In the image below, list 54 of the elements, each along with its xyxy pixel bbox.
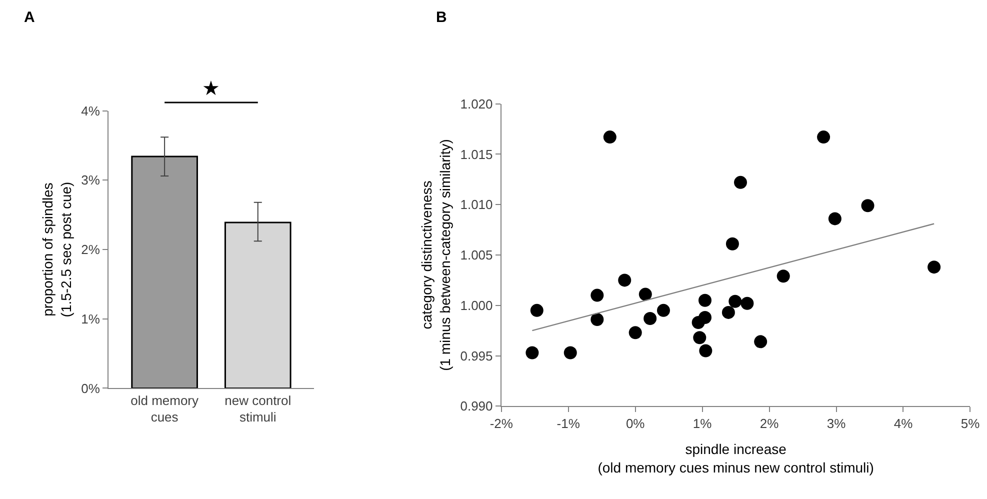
y-tick-label: 1% (81, 311, 100, 326)
y-tick-label: 0% (81, 380, 100, 396)
point (754, 335, 768, 348)
point (590, 288, 604, 302)
point (564, 346, 577, 360)
point (638, 288, 652, 301)
y-tick-label: 1.005 (460, 248, 493, 263)
x-tick-label: 4% (894, 416, 914, 431)
point (776, 270, 790, 283)
point (590, 313, 604, 326)
point (728, 294, 742, 308)
x-axis-title: spindle increase (old memory cues minus new control stimuli) (598, 441, 874, 476)
y-tick-label: 1.020 (460, 96, 493, 112)
y-tick-label: 1.010 (460, 197, 493, 212)
point (928, 260, 941, 274)
point (618, 274, 632, 287)
x-tick-label: 1% (692, 416, 712, 431)
point (693, 331, 706, 344)
x-tick-label: old memory cues (130, 392, 200, 425)
x-tick-label: -2% (490, 416, 514, 431)
y-tick-label: 1.000 (460, 298, 493, 313)
x-tick-label: -1% (556, 416, 580, 431)
point (603, 130, 616, 144)
chart-title: B (436, 9, 447, 26)
y-tick-label: 4% (81, 103, 100, 118)
y-tick-label: 1.015 (460, 146, 493, 162)
y-axis-title: proportion of spindles (1.5-2.5 sec post cue) (40, 182, 74, 318)
point (817, 130, 830, 144)
x-tick-label: 0% (626, 416, 646, 431)
point (526, 346, 539, 360)
y-tick-label: 2% (81, 242, 100, 258)
point (740, 296, 754, 310)
point (722, 306, 735, 319)
y-tick-label: 0.995 (460, 348, 493, 364)
point (644, 312, 657, 325)
y-axis-title: category distinctiveness (1 minus between-category similarity) (418, 139, 453, 371)
point (726, 237, 739, 250)
point (656, 304, 670, 317)
point (734, 176, 747, 189)
y-tick-label: 0.990 (460, 398, 493, 414)
x-tick-label: 5% (960, 416, 980, 431)
x-tick-label: 3% (826, 416, 846, 431)
point (530, 304, 544, 317)
x-tick-label: 2% (760, 416, 780, 431)
point (828, 212, 842, 226)
point (861, 199, 874, 212)
point (698, 310, 712, 324)
chart-title: A (24, 9, 35, 26)
x-tick-label: new control stimuli (224, 392, 292, 425)
point (628, 326, 642, 340)
point (698, 294, 712, 307)
text: ★ (202, 76, 220, 100)
point (699, 344, 712, 358)
y-tick-label: 3% (81, 172, 100, 188)
